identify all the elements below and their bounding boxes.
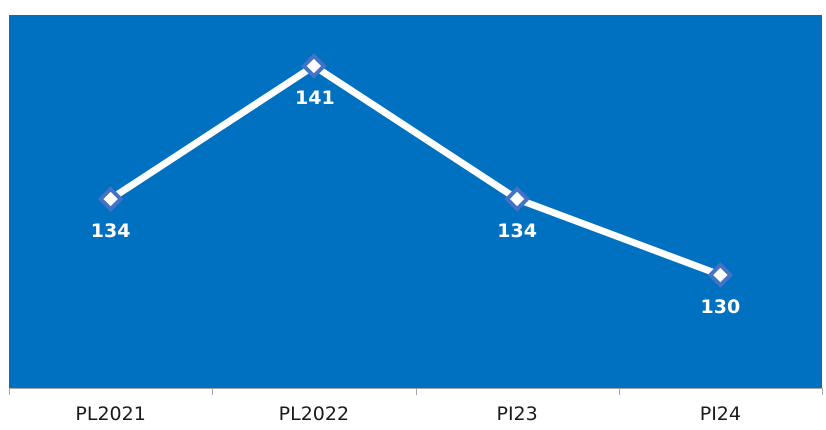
x-tick-label: PL2021 (75, 403, 145, 425)
x-tick-label: PL2022 (279, 403, 349, 425)
data-point-marker (301, 53, 327, 79)
x-axis (9, 388, 823, 395)
plot-area (9, 15, 822, 388)
data-label: 134 (497, 220, 537, 242)
x-axis-tick-labels: PL2021 PL2022 PI23 PI24 (75, 403, 741, 425)
data-labels: 134 141 134 130 (91, 87, 740, 318)
x-tick-label: PI23 (497, 403, 538, 425)
x-tick-label: PI24 (700, 403, 741, 425)
data-point-marker (97, 186, 124, 212)
data-label: 130 (701, 296, 741, 318)
data-label: 141 (295, 87, 335, 109)
data-label: 134 (91, 220, 131, 242)
data-point-marker (504, 186, 530, 212)
series-layer (97, 53, 734, 288)
data-point-marker (707, 262, 734, 288)
series-line (108, 61, 722, 279)
